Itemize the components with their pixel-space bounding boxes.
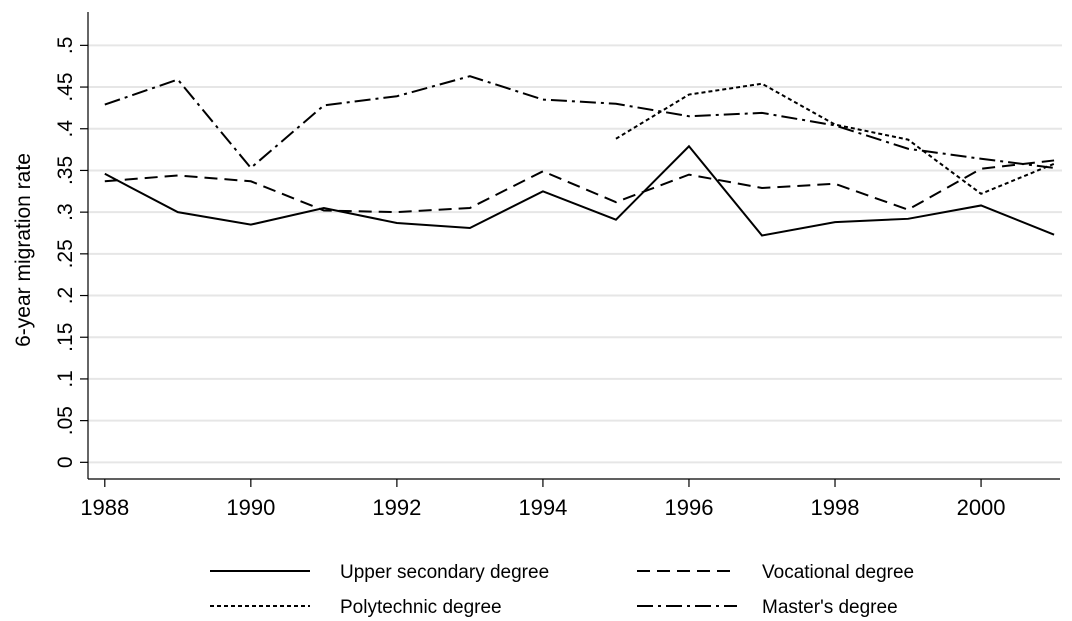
y-tick-label: 0	[54, 456, 77, 468]
legend-label: Polytechnic degree	[340, 597, 502, 618]
y-tick-label: .5	[54, 37, 77, 55]
x-tick-label: 1990	[226, 495, 275, 520]
series-line	[104, 159, 1055, 214]
y-tick-label: .25	[54, 239, 77, 268]
legend-label: Upper secondary degree	[340, 562, 549, 583]
y-tick-label: .2	[54, 287, 77, 305]
series-line	[104, 75, 1055, 170]
y-tick-label: .4	[54, 120, 77, 138]
x-tick-label: 1996	[664, 495, 713, 520]
x-tick-label: 1998	[811, 495, 860, 520]
series-line	[615, 82, 1055, 195]
y-tick-label: .35	[54, 156, 77, 185]
x-tick-label: 1988	[80, 495, 129, 520]
x-tick-label: 2000	[957, 495, 1006, 520]
legend-label: Vocational degree	[762, 562, 914, 583]
y-tick-label: .3	[54, 203, 77, 221]
y-axis-title: 6-year migration rate	[12, 153, 35, 347]
x-tick-label: 1992	[372, 495, 421, 520]
y-tick-label: .15	[54, 323, 77, 352]
y-tick-label: .05	[54, 406, 77, 435]
series-line	[104, 144, 1055, 237]
y-tick-label: .1	[54, 370, 77, 388]
legend-label: Master's degree	[762, 597, 898, 618]
x-tick-label: 1994	[518, 495, 567, 520]
y-tick-label: .45	[54, 72, 77, 101]
